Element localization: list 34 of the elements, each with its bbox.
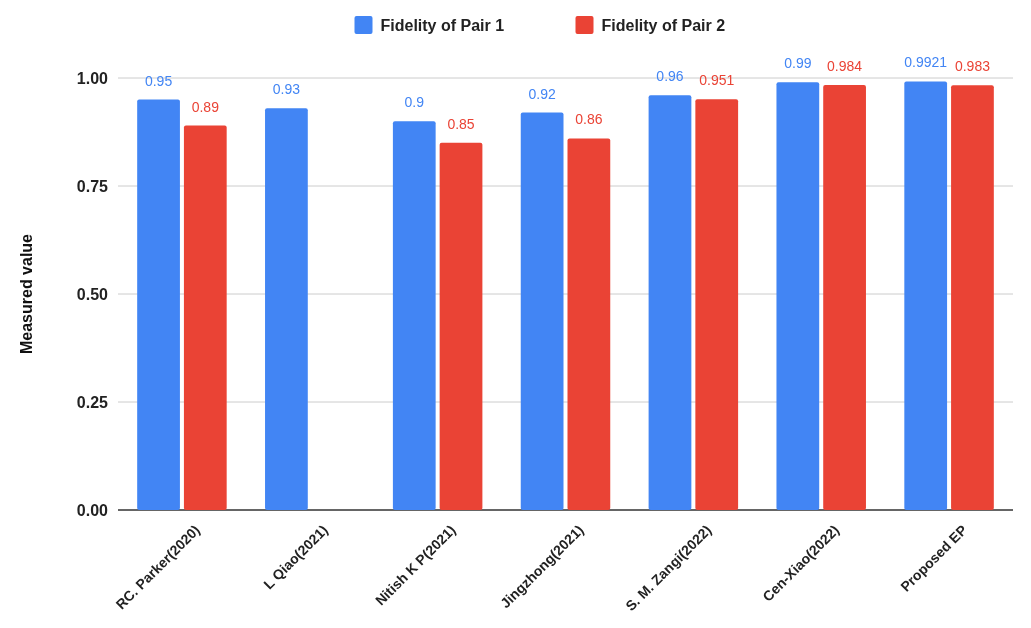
bar <box>567 138 611 510</box>
bar <box>776 82 820 510</box>
data-label: 0.96 <box>656 68 684 85</box>
data-label: 0.89 <box>191 98 220 115</box>
bar <box>137 99 180 510</box>
data-label: 0.86 <box>575 111 603 128</box>
y-tick-label: 0.50 <box>76 285 109 303</box>
bar <box>392 121 436 510</box>
y-tick-label: 0.00 <box>76 501 109 519</box>
data-label: 0.984 <box>827 57 863 74</box>
data-label: 0.983 <box>954 58 991 75</box>
bar <box>520 112 564 510</box>
bar <box>951 85 994 510</box>
data-label: 0.9921 <box>904 54 948 71</box>
y-tick-label: 1.00 <box>76 69 109 87</box>
bar <box>439 142 483 510</box>
data-label: 0.9 <box>404 94 425 111</box>
data-label: 0.92 <box>528 85 556 102</box>
data-label: 0.85 <box>447 115 475 132</box>
data-label: 0.951 <box>699 72 735 89</box>
bar <box>183 125 227 510</box>
legend-label: Fidelity of Pair 1 <box>380 16 505 34</box>
data-label: 0.99 <box>784 55 812 72</box>
y-axis-title: Measured value <box>18 233 35 355</box>
bar <box>904 81 948 510</box>
data-label: 0.95 <box>144 72 173 89</box>
bar <box>648 95 692 510</box>
y-tick-label: 0.25 <box>76 393 109 411</box>
legend-label: Fidelity of Pair 2 <box>601 16 726 34</box>
y-tick-label: 0.75 <box>76 177 109 195</box>
bar <box>265 108 308 510</box>
bar <box>695 99 739 510</box>
data-label: 0.93 <box>272 81 301 98</box>
bar <box>823 84 866 510</box>
